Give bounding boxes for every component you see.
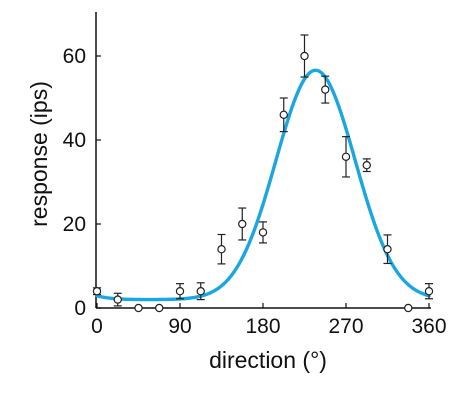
fit-curve xyxy=(95,68,431,302)
point-marker xyxy=(238,219,247,229)
y-axis-title: response (ips) xyxy=(26,81,52,227)
point-marker xyxy=(383,244,392,254)
point-marker xyxy=(300,51,309,61)
data-point xyxy=(362,158,371,173)
y-tick-label: 0 xyxy=(74,297,86,320)
y-ticks: 0 20 40 60 xyxy=(63,45,101,320)
data-point xyxy=(92,287,102,296)
point-marker xyxy=(341,152,351,161)
x-tick-label: 270 xyxy=(328,315,363,338)
point-marker xyxy=(404,303,413,313)
point-marker xyxy=(321,85,330,94)
x-tick-label: 90 xyxy=(168,315,191,338)
data-point xyxy=(279,97,288,133)
data-point xyxy=(300,34,309,78)
point-marker xyxy=(258,228,268,237)
point-marker xyxy=(217,244,226,254)
point-marker xyxy=(175,287,185,296)
x-tick-label: 360 xyxy=(411,315,446,338)
x-tick-label: 180 xyxy=(245,315,280,338)
axes: 0 90 180 270 360 0 20 40 60 xyxy=(63,12,447,338)
point-marker xyxy=(113,295,122,304)
data-point xyxy=(196,282,205,301)
data-point xyxy=(134,303,143,313)
point-marker xyxy=(134,303,143,313)
data-point xyxy=(258,221,268,244)
data-point xyxy=(341,136,351,178)
point-marker xyxy=(155,303,164,313)
data-point xyxy=(155,303,164,313)
point-marker xyxy=(279,110,288,120)
fit-layer xyxy=(95,68,431,302)
data-point xyxy=(404,303,413,313)
y-tick-label: 60 xyxy=(63,45,86,68)
points-layer xyxy=(92,34,434,313)
y-tick-label: 40 xyxy=(63,129,86,152)
data-point xyxy=(424,283,434,300)
data-point xyxy=(175,283,185,300)
point-marker xyxy=(196,287,205,296)
x-axis-title: direction (°) xyxy=(209,347,327,373)
x-tick-label: 0 xyxy=(91,315,103,338)
y-tick-label: 20 xyxy=(63,213,86,236)
data-point xyxy=(321,75,330,104)
data-point xyxy=(217,233,226,265)
point-marker xyxy=(424,287,434,296)
data-point xyxy=(238,207,247,241)
point-marker xyxy=(362,160,371,170)
point-marker xyxy=(92,287,102,296)
data-point xyxy=(113,292,122,307)
data-point xyxy=(383,234,392,265)
x-ticks: 0 90 180 270 360 xyxy=(91,303,447,338)
